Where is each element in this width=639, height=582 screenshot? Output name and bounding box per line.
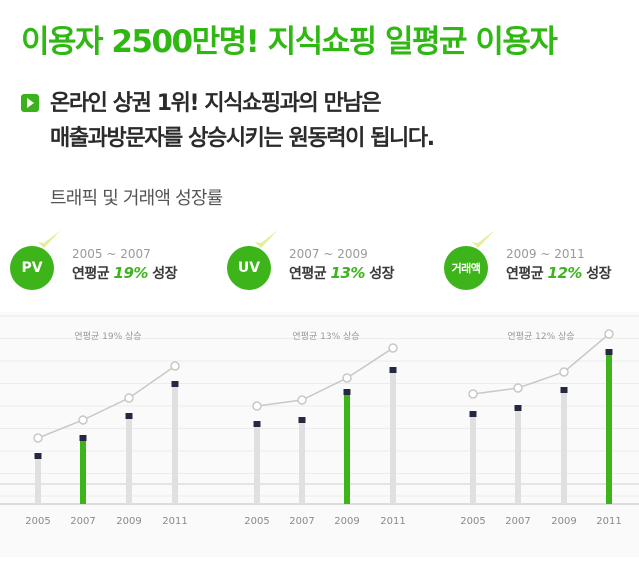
metric-period: 2007 ~ 2009 <box>289 247 368 261</box>
bar-marker <box>389 367 397 373</box>
x-tick-label: 2007 <box>289 516 314 527</box>
bar <box>606 352 612 504</box>
trend-point <box>468 389 478 399</box>
trend-point <box>297 395 307 405</box>
trend-point <box>559 367 569 377</box>
bar-marker <box>171 381 179 387</box>
play-icon <box>21 94 39 112</box>
growth-rate: 12% <box>547 264 583 282</box>
chart-annotation: 연평균 13% 상승 <box>292 331 359 342</box>
growth-rate: 19% <box>113 264 149 282</box>
bar <box>35 456 41 504</box>
check-mark-icon <box>255 230 278 248</box>
trend-line <box>472 333 610 395</box>
x-tick-label: 2007 <box>70 516 95 527</box>
x-tick-label: 2011 <box>162 516 187 527</box>
x-tick-label: 2009 <box>551 516 576 527</box>
chart-annotation: 연평균 12% 상승 <box>507 331 574 342</box>
bar-marker <box>125 413 133 419</box>
bar <box>470 414 476 504</box>
growth-label: 연평균 <box>289 266 327 282</box>
x-tick-label: 2011 <box>380 516 405 527</box>
bar-marker <box>343 389 351 395</box>
bar <box>390 370 396 504</box>
trend-point <box>33 433 43 443</box>
bar-marker <box>514 405 522 411</box>
trend-point <box>78 415 88 425</box>
bar <box>126 416 132 504</box>
trend-point <box>342 373 352 383</box>
x-tick-label: 2009 <box>334 516 359 527</box>
trend-line <box>37 365 176 439</box>
trend-point <box>170 361 180 371</box>
bar-marker <box>469 411 477 417</box>
chart-annotation: 연평균 19% 상승 <box>74 331 141 342</box>
badge-pv: PV <box>10 246 54 290</box>
growth-label: 연평균 <box>72 266 110 282</box>
badge-uv: UV <box>227 246 271 290</box>
growth-suffix: 성장 <box>369 266 395 282</box>
bar-marker <box>79 435 87 441</box>
lead-text: 온라인 상권 1위! 지식쇼핑과의 만남은 매출과방문자를 상승시키는 원동력이… <box>50 86 435 156</box>
badge-transaction: 거래액 <box>444 246 488 290</box>
bar <box>561 390 567 504</box>
lead-line-1: 온라인 상권 1위! 지식쇼핑과의 만남은 <box>50 91 382 116</box>
metric-period: 2009 ~ 2011 <box>506 247 585 261</box>
metric-growth: 연평균 12% 성장 <box>506 263 612 283</box>
trend-point <box>513 383 523 393</box>
bar-marker <box>560 387 568 393</box>
growth-rate: 13% <box>330 264 366 282</box>
bar <box>299 420 305 504</box>
metric-growth: 연평균 13% 성장 <box>289 263 395 283</box>
bar-marker <box>298 417 306 423</box>
bar-marker <box>605 349 613 355</box>
growth-chart: 연평균 19% 상승 2005 2007 2009 2011 연평균 13% 상승 2005… <box>0 312 639 557</box>
metric-period: 2005 ~ 2007 <box>72 247 151 261</box>
growth-suffix: 성장 <box>152 266 178 282</box>
x-tick-label: 2009 <box>116 516 141 527</box>
bar-marker <box>34 453 42 459</box>
bar <box>254 424 260 504</box>
trend-point <box>388 343 398 353</box>
trend-point <box>252 401 262 411</box>
x-tick-label: 2007 <box>505 516 530 527</box>
growth-suffix: 성장 <box>586 266 612 282</box>
trend-point <box>124 393 134 403</box>
bar <box>80 438 86 504</box>
x-tick-label: 2005 <box>460 516 485 527</box>
check-mark-icon <box>38 230 61 248</box>
bar <box>172 384 178 504</box>
x-tick-label: 2011 <box>596 516 621 527</box>
x-tick-label: 2005 <box>244 516 269 527</box>
page-headline: 이용자 2500만명! 지식쇼핑 일평균 이용자 <box>21 24 558 60</box>
bar <box>515 408 521 504</box>
bar <box>344 392 350 504</box>
x-tick-label: 2005 <box>25 516 50 527</box>
growth-label: 연평균 <box>506 266 544 282</box>
bar-marker <box>253 421 261 427</box>
chart-background <box>0 312 639 557</box>
section-title: 트래픽 및 거래액 성장률 <box>50 188 223 209</box>
lead-line-2: 매출과방문자를 상승시키는 원동력이 됩니다. <box>50 126 435 151</box>
trend-point <box>604 329 614 339</box>
metric-growth: 연평균 19% 성장 <box>72 263 178 283</box>
trend-line <box>256 347 394 407</box>
check-mark-icon <box>472 230 495 248</box>
